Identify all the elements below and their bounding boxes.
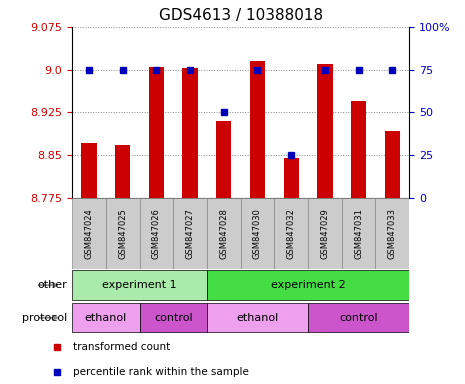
Text: control: control: [339, 313, 378, 323]
Bar: [149, 67, 164, 198]
Bar: [115, 145, 130, 198]
Bar: [72, 270, 207, 300]
Text: GSM847027: GSM847027: [186, 209, 194, 259]
Text: GSM847024: GSM847024: [85, 209, 93, 259]
Title: GDS4613 / 10388018: GDS4613 / 10388018: [159, 8, 323, 23]
Bar: [216, 121, 232, 198]
Bar: [173, 198, 207, 269]
Text: control: control: [154, 313, 193, 323]
Bar: [284, 158, 299, 198]
Bar: [81, 142, 97, 198]
Bar: [342, 198, 376, 269]
Text: GSM847026: GSM847026: [152, 209, 161, 259]
Bar: [308, 303, 409, 333]
Bar: [385, 131, 400, 198]
Text: ethanol: ethanol: [85, 313, 127, 323]
Text: GSM847033: GSM847033: [388, 209, 397, 260]
Text: experiment 1: experiment 1: [102, 280, 177, 290]
Bar: [182, 68, 198, 198]
Bar: [207, 270, 409, 300]
Bar: [106, 198, 140, 269]
Bar: [72, 198, 106, 269]
Bar: [351, 101, 366, 198]
Text: experiment 2: experiment 2: [271, 280, 345, 290]
Bar: [241, 198, 274, 269]
Text: other: other: [38, 280, 67, 290]
Text: GSM847029: GSM847029: [320, 209, 329, 259]
Text: GSM847028: GSM847028: [219, 209, 228, 259]
Text: GSM847031: GSM847031: [354, 209, 363, 259]
Text: protocol: protocol: [22, 313, 67, 323]
Text: GSM847025: GSM847025: [118, 209, 127, 259]
Text: transformed count: transformed count: [73, 341, 170, 352]
Bar: [274, 198, 308, 269]
Bar: [140, 303, 207, 333]
Bar: [140, 198, 173, 269]
Bar: [376, 198, 409, 269]
Text: ethanol: ethanol: [236, 313, 279, 323]
Text: GSM847030: GSM847030: [253, 209, 262, 259]
Bar: [207, 303, 308, 333]
Bar: [207, 198, 241, 269]
Bar: [72, 303, 140, 333]
Text: GSM847032: GSM847032: [287, 209, 296, 259]
Text: percentile rank within the sample: percentile rank within the sample: [73, 366, 248, 377]
Bar: [250, 61, 265, 198]
Bar: [317, 64, 332, 198]
Bar: [308, 198, 342, 269]
